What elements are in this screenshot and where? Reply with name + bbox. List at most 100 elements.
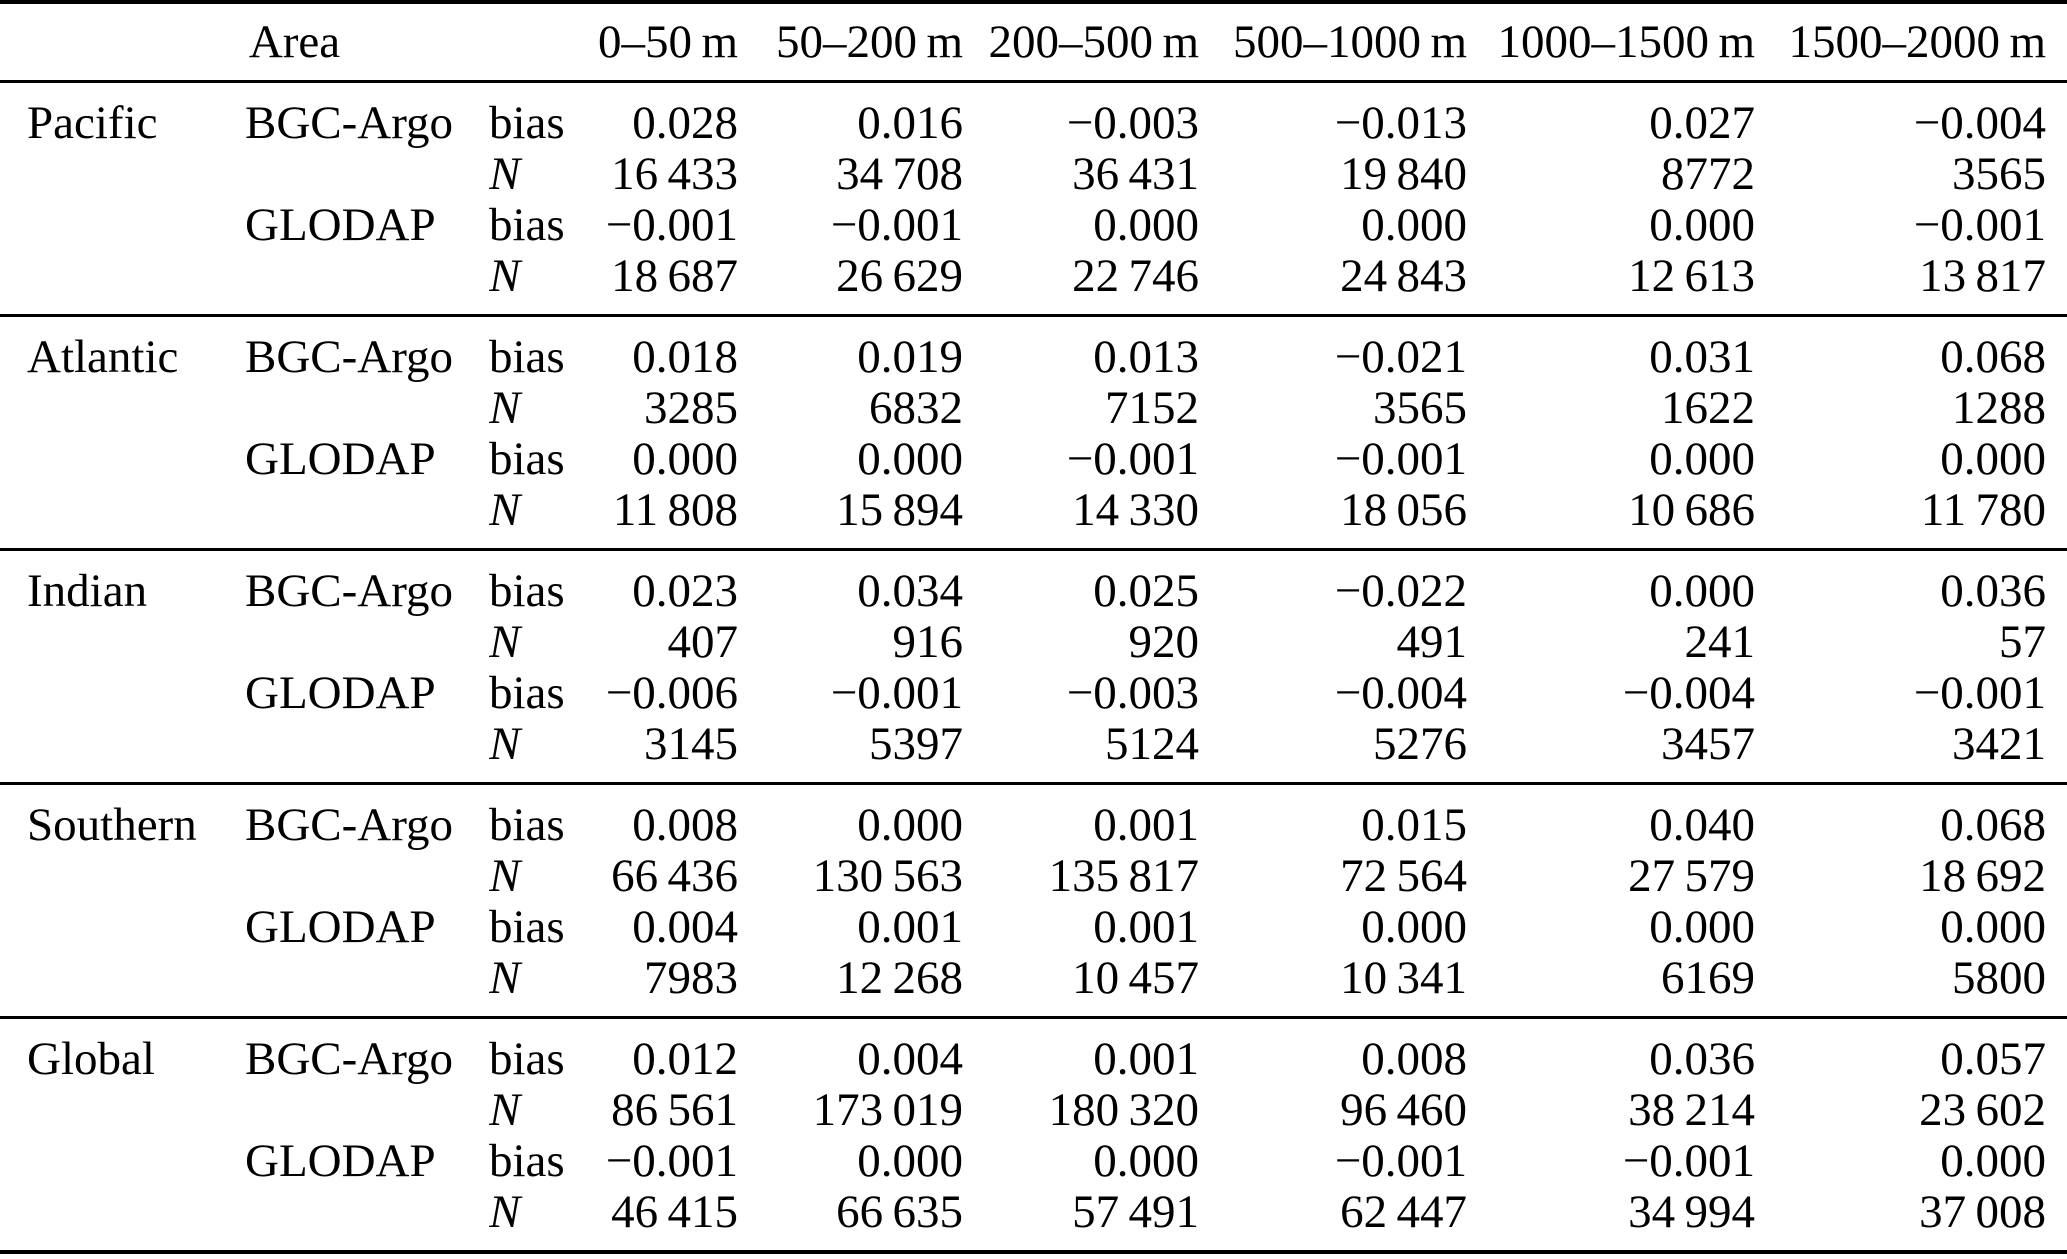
- bias-value: −0.001: [1913, 668, 2047, 719]
- metric-label: N: [489, 149, 521, 200]
- n-value: 5276: [1373, 719, 1468, 770]
- dataset-label: BGC-Argo: [245, 331, 454, 383]
- dataset-label: BGC-Argo: [245, 799, 454, 851]
- metric-label: N: [489, 1085, 521, 1136]
- bias-value: 0.004: [632, 902, 739, 953]
- n-value: 12 613: [1628, 251, 1756, 302]
- bias-value: −0.004: [1622, 668, 1756, 719]
- depth-column-header: 0–50 m: [598, 16, 739, 68]
- n-value: 1622: [1661, 383, 1756, 434]
- dataset-label: BGC-Argo: [245, 97, 454, 149]
- bias-value: −0.003: [1066, 97, 1200, 149]
- bias-value: 0.000: [1649, 434, 1756, 485]
- bias-value: 0.008: [632, 799, 739, 851]
- bias-value: 0.023: [632, 565, 739, 617]
- bias-value: −0.001: [1334, 1136, 1468, 1187]
- table-row: N 3285 6832 7152 3565 1622 1288: [0, 383, 2067, 434]
- n-value: 5800: [1952, 953, 2047, 1004]
- area-label: Pacific: [27, 97, 158, 149]
- bias-value: −0.003: [1066, 668, 1200, 719]
- metric-label: bias: [489, 434, 565, 485]
- metric-label: N: [489, 851, 521, 902]
- n-value: 19 840: [1340, 149, 1468, 200]
- dataset-label: [245, 1085, 489, 1136]
- n-value: 13 817: [1919, 251, 2047, 302]
- bias-value: 0.000: [1093, 1136, 1200, 1187]
- bias-value: 0.027: [1649, 97, 1756, 149]
- bias-value: 0.001: [1093, 902, 1200, 953]
- bias-value: 0.068: [1940, 799, 2047, 851]
- bias-value: 0.000: [1093, 200, 1200, 251]
- bias-value: 0.036: [1649, 1033, 1756, 1085]
- area-label: [0, 902, 245, 953]
- dataset-label: [245, 383, 489, 434]
- metric-label: bias: [489, 799, 565, 851]
- bias-value: −0.001: [1334, 434, 1468, 485]
- dataset-label: BGC-Argo: [245, 565, 454, 617]
- n-value: 37 008: [1919, 1187, 2047, 1238]
- n-value: 916: [892, 617, 964, 668]
- n-value: 23 602: [1919, 1085, 2047, 1136]
- n-value: 18 687: [611, 251, 739, 302]
- n-value: 3285: [644, 383, 739, 434]
- bias-value: −0.001: [1066, 434, 1200, 485]
- n-value: 57: [1999, 617, 2047, 668]
- n-value: 12 268: [836, 953, 964, 1004]
- n-value: 22 746: [1072, 251, 1200, 302]
- n-value: 24 843: [1340, 251, 1468, 302]
- area-label: [0, 851, 245, 902]
- table-row: GLODAP bias 0.004 0.001 0.001 0.000 0.000 0.000: [0, 902, 2067, 953]
- bias-value: 0.001: [1093, 1033, 1200, 1085]
- table-row: GLODAP bias −0.001 −0.001 0.000 0.000 0.000 −0.…: [0, 200, 2067, 251]
- metric-label: bias: [489, 1033, 565, 1085]
- bias-value: −0.013: [1334, 97, 1468, 149]
- table-row: Pacific BGC-Argo bias 0.028 0.016 −0.003 −0.01…: [0, 82, 2067, 150]
- area-label: [0, 200, 245, 251]
- n-value: 96 460: [1340, 1085, 1468, 1136]
- depth-column-header: 500–1000 m: [1233, 16, 1468, 68]
- n-value: 3421: [1952, 719, 2047, 770]
- bias-value: 0.040: [1649, 799, 1756, 851]
- n-value: 36 431: [1072, 149, 1200, 200]
- area-group-global: Global BGC-Argo bias 0.012 0.004 0.001 0.008 0.…: [0, 1017, 2067, 1253]
- bias-value: −0.001: [830, 200, 964, 251]
- bias-value: 0.004: [857, 1033, 964, 1085]
- dataset-label: GLODAP: [245, 200, 436, 251]
- n-value: 11 780: [1920, 485, 2047, 536]
- dataset-label: [245, 617, 489, 668]
- dataset-label: GLODAP: [245, 668, 436, 719]
- area-group-atlantic: Atlantic BGC-Argo bias 0.018 0.019 0.013 −0.02…: [0, 315, 2067, 550]
- n-value: 26 629: [836, 251, 964, 302]
- metric-label: N: [489, 1187, 521, 1238]
- n-value: 130 563: [812, 851, 964, 902]
- n-value: 62 447: [1340, 1187, 1468, 1238]
- area-label: [0, 149, 245, 200]
- n-value: 920: [1128, 617, 1200, 668]
- n-value: 180 320: [1048, 1085, 1200, 1136]
- depth-column-header: 200–500 m: [988, 16, 1200, 68]
- n-value: 7983: [644, 953, 739, 1004]
- table-row: Southern BGC-Argo bias 0.008 0.000 0.001 0.015…: [0, 784, 2067, 852]
- table-row: N 11 808 15 894 14 330 18 056 10 686 11 780: [0, 485, 2067, 550]
- n-value: 66 436: [611, 851, 739, 902]
- bias-value: 0.019: [857, 331, 964, 383]
- bias-value: 0.012: [632, 1033, 739, 1085]
- depth-column-header: 1000–1500 m: [1497, 16, 1756, 68]
- dataset-label: [245, 851, 489, 902]
- area-group-indian: Indian BGC-Argo bias 0.023 0.034 0.025 −0.022 0…: [0, 549, 2067, 784]
- dataset-label: GLODAP: [245, 902, 436, 953]
- table-row: N 407 916 920 491 241 57: [0, 617, 2067, 668]
- metric-label: bias: [489, 565, 565, 617]
- bias-value: 0.000: [1649, 200, 1756, 251]
- table-row: N 18 687 26 629 22 746 24 843 12 613 13 817: [0, 251, 2067, 316]
- bias-value: 0.001: [1093, 799, 1200, 851]
- metric-label: N: [489, 485, 521, 536]
- bias-value: 0.008: [1361, 1033, 1468, 1085]
- n-value: 18 056: [1340, 485, 1468, 536]
- dataset-label: [245, 953, 489, 1018]
- n-value: 15 894: [836, 485, 964, 536]
- n-value: 10 686: [1628, 485, 1756, 536]
- n-value: 407: [667, 617, 739, 668]
- n-value: 86 561: [611, 1085, 739, 1136]
